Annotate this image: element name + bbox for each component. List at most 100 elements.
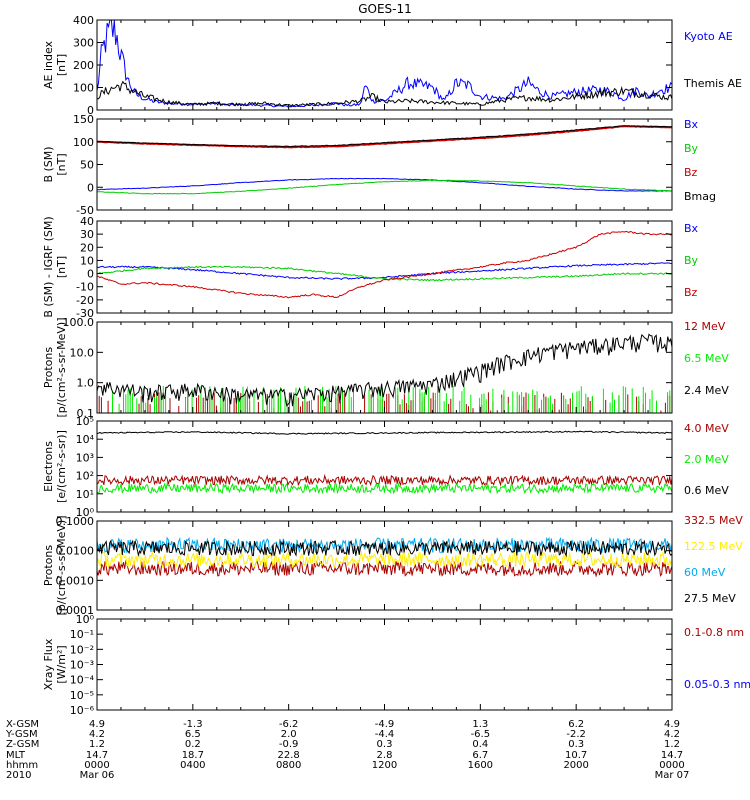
legend-label: Themis AE (683, 77, 742, 90)
axis-row-value: 0000 (84, 760, 109, 771)
series-bmag (97, 125, 673, 148)
axis-row-value: 1.2 (89, 739, 105, 750)
y-tick-label: 10² (76, 470, 94, 483)
axis-row-value: 0800 (276, 760, 301, 771)
legend-label: 27.5 MeV (684, 592, 736, 605)
y-tick-label: 30 (80, 228, 94, 241)
panel-ae-index: Kyoto AE Themis AE 400 300 200 100 0 AE index [n… (42, 14, 742, 117)
y-axis-label: B (SM) (42, 146, 55, 182)
legend-label: 2.0 MeV (684, 453, 729, 466)
axis-row-label: MLT (6, 750, 26, 761)
y-tick-label: 100 (73, 136, 94, 149)
axis-row-value: 0400 (180, 760, 205, 771)
axis-row-label: 2010 (6, 770, 31, 781)
axis-row-value: 0.3 (377, 739, 393, 750)
legend-label: Kyoto AE (684, 30, 733, 43)
y-tick-label: 10⁻⁴ (70, 674, 95, 687)
y-tick-label: 10⁻⁵ (70, 689, 94, 702)
y-tick-label: 400 (73, 14, 94, 27)
y-axis-label: Xray Flux (42, 638, 55, 690)
axis-row-value: 0.2 (185, 739, 201, 750)
y-tick-label: 10⁻³ (70, 659, 94, 672)
y-tick-label: 20 (80, 241, 94, 254)
y-axis-label: Protons (42, 347, 55, 388)
axis-row-value: 1.2 (664, 739, 680, 750)
y-tick-label: 100 (73, 82, 94, 95)
axis-row-value: 6.5 (185, 729, 201, 740)
series-bx (96, 177, 673, 192)
axis-row-value: 6.2 (568, 719, 584, 730)
legend-label: 122.5 MeV (684, 540, 743, 553)
legend-label: Bmag (684, 190, 716, 203)
legend-label: 2.4 MeV (684, 384, 729, 397)
axis-row-value: 22.8 (278, 750, 300, 761)
legend-label: 0.1-0.8 nm (684, 626, 744, 639)
panel-frame (96, 220, 673, 314)
legend-label: 4.0 MeV (684, 422, 729, 435)
y-tick-label: 10⁻¹ (70, 628, 94, 641)
y-tick-label: 0 (87, 268, 94, 281)
figure-title: GOES-11 (358, 2, 412, 16)
legend-label: Bz (684, 286, 698, 299)
axis-row-value: 4.2 (89, 729, 105, 740)
y-tick-label: 0.0010 (56, 574, 95, 587)
y-tick-label: 150 (73, 113, 94, 126)
panel-b-field: Bx By Bz Bmag 150 100 50 0 -50 B (SM) [nT] (42, 113, 716, 217)
axis-row-value: 1200 (372, 760, 397, 771)
y-tick-label: 10⁵ (76, 415, 94, 428)
y-axis-units: [nT] (55, 54, 68, 76)
series-27-5-mev (96, 539, 673, 558)
legend-label: 60 MeV (684, 566, 726, 579)
y-tick-label: 10⁰ (76, 506, 95, 519)
y-tick-label: 10³ (76, 451, 94, 464)
legend-label: 332.5 MeV (684, 514, 743, 527)
y-tick-label: 40 (80, 215, 94, 228)
axis-row-label: hhmm (6, 760, 38, 771)
y-tick-label: 10.0 (70, 346, 95, 359)
panel-frame (96, 19, 673, 111)
axis-row-value: 4.2 (664, 729, 680, 740)
y-tick-label: 0.1 (77, 407, 95, 420)
axis-row-value: -4.9 (375, 719, 395, 730)
axis-row-value: -1.3 (183, 719, 203, 730)
y-tick-label: 10⁻⁶ (70, 704, 95, 717)
legend-label: By (684, 254, 699, 267)
y-axis-units: [nT] (55, 153, 68, 175)
y-tick-label: 0.0001 (56, 604, 95, 617)
axis-row-value: Mar 06 (80, 770, 115, 781)
series-122-5-mev (96, 550, 673, 569)
legend-label: 0.05-0.3 nm (684, 678, 750, 691)
y-tick-label: 0 (87, 181, 94, 194)
y-axis-label: Protons (42, 545, 55, 586)
legend-label: Bz (684, 166, 698, 179)
y-tick-label: 1.0 (77, 377, 95, 390)
y-tick-label: -30 (76, 307, 94, 320)
legend-label: 6.5 MeV (684, 352, 729, 365)
axis-row-value: 6.7 (472, 750, 488, 761)
axis-row-value: -4.4 (375, 729, 395, 740)
y-tick-label: 300 (73, 37, 94, 50)
series-2-0-mev (96, 482, 673, 495)
axis-row-value: 18.7 (182, 750, 204, 761)
axis-row-value: 4.9 (664, 719, 680, 730)
axis-row-value: 0000 (659, 760, 684, 771)
y-tick-label: 0.0100 (56, 545, 95, 558)
legend-label: Bx (684, 222, 699, 235)
y-tick-label: 10¹ (76, 488, 94, 501)
series-bz (96, 230, 673, 299)
series-4-0-mev (96, 473, 673, 487)
y-tick-label: 10⁻² (70, 643, 94, 656)
y-tick-label: -50 (76, 204, 94, 217)
y-axis-label: Electrons (42, 441, 55, 492)
y-tick-label: 0 (87, 104, 94, 117)
axis-row-value: 4.9 (89, 719, 105, 730)
axis-row-value: 1600 (468, 760, 493, 771)
axis-row-label: X-GSM (6, 719, 39, 730)
y-tick-label: 200 (73, 59, 94, 72)
series-by (96, 265, 673, 282)
legend-label: 0.6 MeV (684, 484, 729, 497)
y-tick-label: 10 (80, 254, 94, 267)
series-themis-ae (96, 80, 673, 107)
